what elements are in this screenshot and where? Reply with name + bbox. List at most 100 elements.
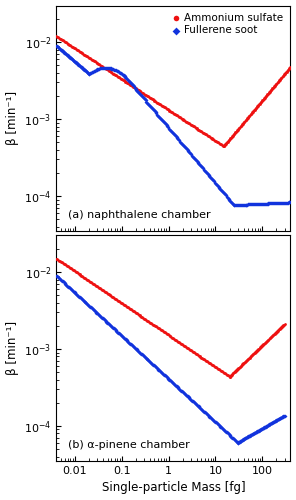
Fullerene soot xyxy=(57,44,62,52)
Point xyxy=(89,278,94,286)
Point xyxy=(91,306,96,314)
Ammonium sulfate xyxy=(243,116,248,124)
Point xyxy=(248,353,252,361)
Point xyxy=(180,388,184,396)
Ammonium sulfate xyxy=(67,41,72,49)
Ammonium sulfate xyxy=(71,43,75,51)
Ammonium sulfate xyxy=(205,132,210,140)
Fullerene soot xyxy=(56,44,61,52)
Point xyxy=(206,412,211,420)
Fullerene soot xyxy=(174,133,179,141)
Fullerene soot xyxy=(97,64,102,72)
Ammonium sulfate xyxy=(239,121,244,129)
Fullerene soot xyxy=(249,200,254,208)
Ammonium sulfate xyxy=(131,83,136,91)
Ammonium sulfate xyxy=(61,37,66,45)
Point xyxy=(260,341,265,349)
Point xyxy=(64,281,69,289)
Point xyxy=(229,371,234,379)
Ammonium sulfate xyxy=(279,74,284,82)
Point xyxy=(189,396,194,404)
Fullerene soot xyxy=(198,161,203,169)
Ammonium sulfate xyxy=(65,40,70,48)
Ammonium sulfate xyxy=(95,59,100,67)
Point xyxy=(258,426,263,434)
Fullerene soot xyxy=(117,68,121,76)
Point xyxy=(253,348,258,356)
Point xyxy=(157,324,161,332)
Point xyxy=(165,330,170,338)
Ammonium sulfate xyxy=(77,48,82,56)
Point xyxy=(85,276,90,283)
Point xyxy=(55,255,59,263)
Point xyxy=(228,432,233,440)
Ammonium sulfate xyxy=(227,136,232,143)
Point xyxy=(117,298,122,306)
Point xyxy=(261,424,266,432)
Point xyxy=(213,418,217,426)
Point xyxy=(151,360,155,368)
Ammonium sulfate xyxy=(280,72,285,80)
Point xyxy=(252,350,256,358)
Point xyxy=(82,274,87,281)
Point xyxy=(245,433,250,441)
Ammonium sulfate xyxy=(254,104,259,112)
Fullerene soot xyxy=(239,201,244,209)
Point xyxy=(99,286,104,294)
Point xyxy=(131,343,136,351)
Ammonium sulfate xyxy=(234,128,238,136)
Point xyxy=(115,328,120,336)
Ammonium sulfate xyxy=(215,138,220,146)
Point xyxy=(180,340,184,348)
Fullerene soot xyxy=(213,178,217,186)
Point xyxy=(246,432,251,440)
Ammonium sulfate xyxy=(255,102,260,110)
Ammonium sulfate xyxy=(201,128,205,136)
Point xyxy=(121,300,126,308)
Point xyxy=(202,408,207,416)
Ammonium sulfate xyxy=(248,110,253,118)
Ammonium sulfate xyxy=(98,61,103,69)
Fullerene soot xyxy=(154,110,159,118)
Point xyxy=(185,344,189,351)
Point xyxy=(81,273,86,281)
Point xyxy=(170,378,174,386)
Point xyxy=(126,304,131,312)
Point xyxy=(79,272,84,280)
Point xyxy=(267,334,272,342)
Fullerene soot xyxy=(113,66,118,74)
Ammonium sulfate xyxy=(181,116,186,124)
Point xyxy=(94,282,98,290)
Fullerene soot xyxy=(159,115,163,123)
Fullerene soot xyxy=(118,69,123,77)
Point xyxy=(88,278,93,285)
Ammonium sulfate xyxy=(147,94,152,102)
Ammonium sulfate xyxy=(102,64,106,72)
Point xyxy=(253,348,258,356)
Fullerene soot xyxy=(245,200,250,208)
Point xyxy=(239,361,244,369)
Point xyxy=(211,362,215,370)
Point xyxy=(74,268,79,276)
Point xyxy=(169,378,173,386)
Point xyxy=(160,326,164,334)
Point xyxy=(99,312,103,320)
Point xyxy=(279,414,283,422)
Text: (a) naphthalene chamber: (a) naphthalene chamber xyxy=(68,210,211,220)
Point xyxy=(231,369,236,377)
Point xyxy=(234,438,239,446)
Ammonium sulfate xyxy=(235,126,240,134)
Fullerene soot xyxy=(286,198,291,206)
Ammonium sulfate xyxy=(109,68,114,76)
Point xyxy=(255,346,260,354)
Ammonium sulfate xyxy=(183,117,188,125)
Fullerene soot xyxy=(176,136,181,143)
Fullerene soot xyxy=(172,131,177,139)
Ammonium sulfate xyxy=(104,64,108,72)
Fullerene soot xyxy=(217,184,222,192)
Point xyxy=(238,437,243,445)
Ammonium sulfate xyxy=(193,124,198,132)
Point xyxy=(280,412,285,420)
Point xyxy=(262,423,267,431)
Point xyxy=(167,376,172,384)
